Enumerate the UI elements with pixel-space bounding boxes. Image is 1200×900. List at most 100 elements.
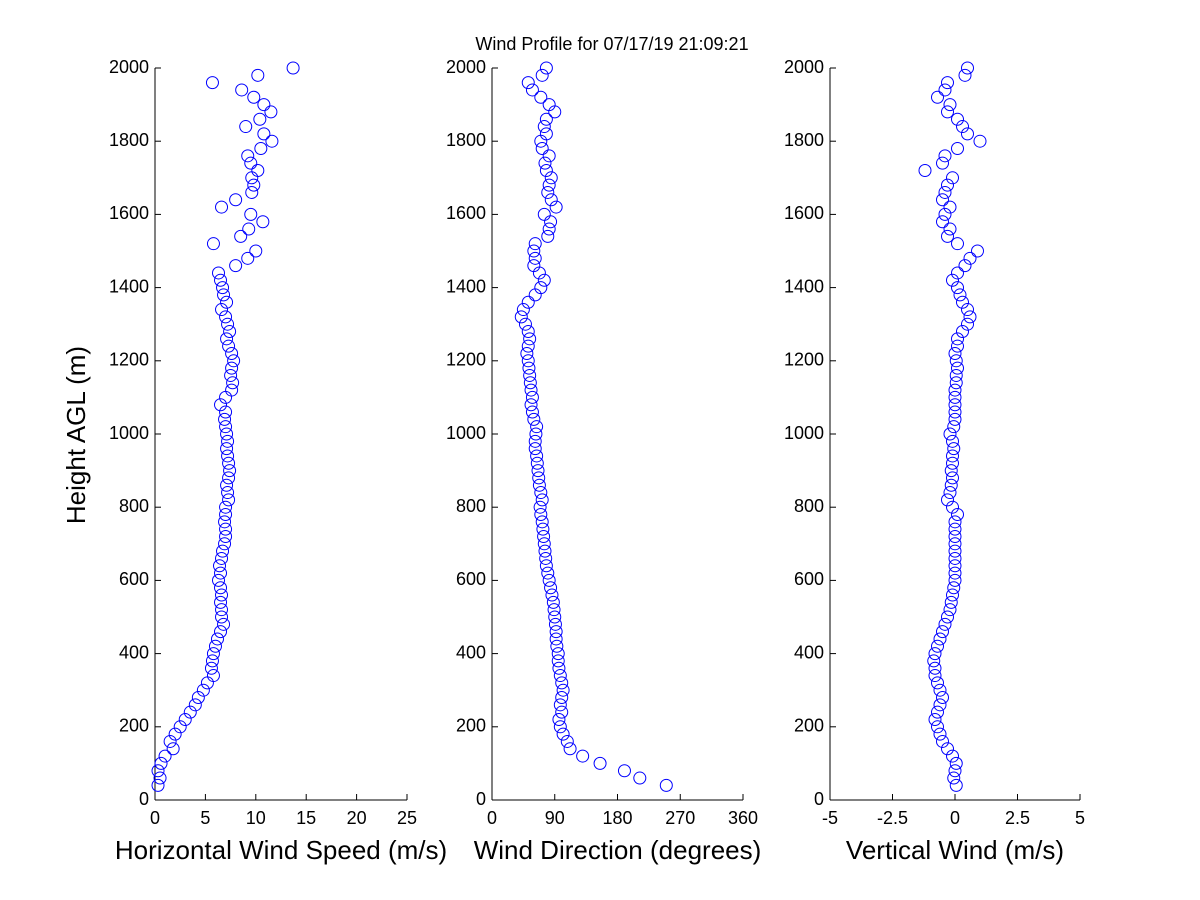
point [220,478,234,492]
point [254,142,268,156]
point [948,398,962,412]
point [946,171,959,185]
point [947,581,961,595]
point [947,771,961,785]
point [948,405,962,419]
point [544,193,558,207]
point [219,529,233,543]
point [948,522,962,536]
point [151,764,165,778]
point [239,120,253,134]
point [944,595,958,609]
point [253,112,267,126]
point [943,200,957,214]
point [235,83,249,97]
point [931,720,944,734]
point [938,149,952,163]
point [241,149,255,163]
point [931,639,944,653]
point [214,581,228,595]
point [215,603,229,617]
y-tick-label: 400 [119,642,149,662]
point [521,325,535,339]
point [941,178,954,192]
point [956,295,969,309]
point [227,354,241,368]
point [219,508,233,522]
point [523,332,537,346]
point [214,398,228,412]
point [928,647,942,661]
point [221,449,235,463]
point [220,427,234,441]
point [544,171,558,185]
point [544,581,558,595]
point [528,251,542,265]
point [219,522,233,536]
point [956,325,969,339]
point [534,90,548,104]
point [183,705,197,719]
y-tick-label: 400 [456,642,486,662]
point [166,742,180,756]
point [943,222,957,236]
point [944,478,958,492]
point [948,764,962,778]
point [938,83,952,97]
point [941,610,954,624]
point [537,207,551,221]
point [546,595,560,609]
point [206,647,220,661]
point [941,105,954,119]
x-tick-label: 5 [200,808,210,828]
point [936,215,949,229]
point [215,551,229,565]
point [539,112,553,126]
point [542,222,556,236]
point [210,632,224,646]
point [953,288,967,302]
point [552,661,566,675]
point [538,156,552,170]
point [948,390,962,404]
point [946,434,959,448]
point [948,551,962,565]
point [219,500,233,514]
point [247,90,261,104]
point [537,537,551,551]
point [215,610,229,624]
x-tick-label: 10 [246,808,266,828]
point [229,259,243,273]
point [943,98,957,112]
point [576,749,590,763]
point [535,493,549,507]
y-tick-label: 200 [456,716,486,736]
x-tick-label: 360 [728,808,758,828]
point [946,749,959,763]
point [943,486,957,500]
point [542,573,556,587]
y-tick-label: 800 [119,496,149,516]
point [173,720,187,734]
point [931,90,944,104]
point [241,251,255,265]
y-tick-label: 600 [456,569,486,589]
point [520,346,534,360]
point [222,456,236,470]
point [214,566,228,580]
x-tick-label: 15 [296,808,316,828]
point [936,625,949,639]
point [542,178,556,192]
point [528,237,542,251]
point [553,669,567,683]
point [524,398,538,412]
y-tick-label: 2000 [784,57,824,77]
point [946,456,959,470]
x-tick-label: 20 [347,808,367,828]
point [541,229,555,243]
point [168,727,182,741]
point [538,544,552,558]
point [949,756,963,770]
point [549,632,563,646]
y-tick-label: 0 [814,789,824,809]
